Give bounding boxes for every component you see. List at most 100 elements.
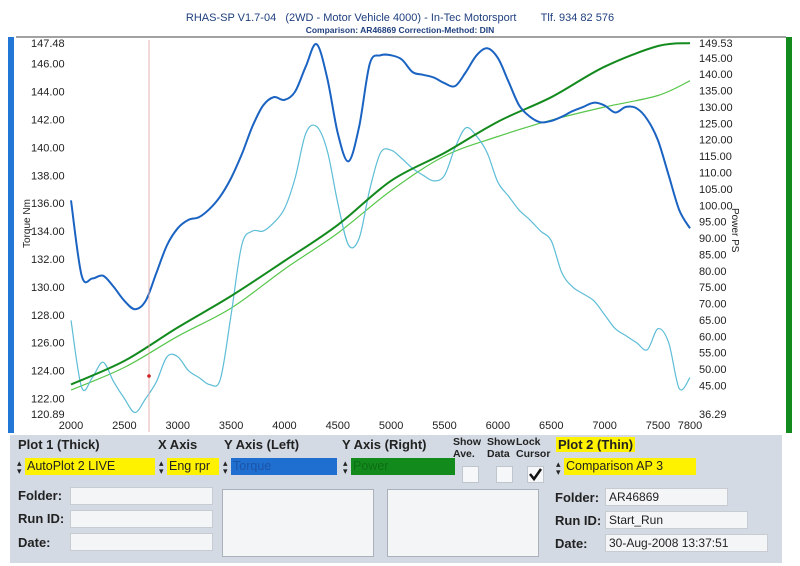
x-axis-select[interactable]: Eng rpr — [167, 458, 219, 475]
right-folder-field[interactable]: AR46869 — [605, 488, 728, 506]
x-tick-label: 5000 — [379, 420, 403, 432]
left-runid-field[interactable] — [70, 510, 213, 528]
y-right-tick-label: 115.00 — [699, 151, 732, 163]
y-right-tick-label: 135.00 — [699, 86, 733, 98]
x-tick-label: 4000 — [272, 420, 296, 432]
cursor-marker[interactable] — [147, 374, 151, 378]
y-axis-left-ticks: 147.48 146.00 144.00 142.00 140.00 138.00 136.… — [31, 38, 65, 421]
yright-spinner-icon[interactable]: ▴ ▾ — [343, 458, 348, 476]
x-tick-label: 5500 — [432, 420, 456, 432]
y-left-tick-label: 122.00 — [31, 394, 65, 406]
y-right-tick-label: 110.00 — [699, 168, 732, 180]
y-axis-left-label: Torque Nm — [22, 199, 33, 248]
x-tick-label: 3000 — [165, 420, 189, 432]
y-axis-left-heading: Y Axis (Left) — [224, 437, 300, 452]
plot1-select[interactable]: AutoPlot 2 LIVE — [25, 458, 155, 475]
plot1-spinner-icon[interactable]: ▴ ▾ — [17, 458, 22, 476]
y-left-tick-label: 147.48 — [31, 38, 65, 50]
y-right-tick-label: 60.00 — [699, 331, 727, 343]
y-right-tick-label: 55.00 — [699, 348, 727, 360]
x-tick-label: 4500 — [326, 420, 350, 432]
right-date-field[interactable]: 30-Aug-2008 13:37:51 — [605, 534, 768, 552]
y-right-tick-label: 120.00 — [699, 135, 733, 147]
y-axis-left-select[interactable]: Torque — [231, 458, 337, 475]
y-right-tick-label: 105.00 — [699, 184, 733, 196]
left-date-label: Date: — [18, 535, 51, 550]
x-tick-label: 6000 — [486, 420, 510, 432]
y-left-tick-label: 136.00 — [31, 198, 65, 210]
xaxis-spinner-icon[interactable]: ▴ ▾ — [159, 458, 164, 476]
right-date-label: Date: — [555, 536, 588, 551]
x-tick-label: 2000 — [59, 420, 83, 432]
y-right-tick-label: 90.00 — [699, 233, 727, 245]
y-left-tick-label: 130.00 — [31, 282, 65, 294]
y-right-tick-label: 75.00 — [699, 282, 727, 294]
y-right-tick-label: 149.53 — [699, 38, 733, 50]
x-axis-heading: X Axis — [158, 437, 198, 452]
torque-thin-series-line — [70, 124, 691, 414]
y-left-tick-label: 146.00 — [31, 59, 65, 71]
y-right-tick-label: 85.00 — [699, 249, 727, 261]
y-axis-right-select[interactable]: Power — [351, 458, 455, 475]
y-right-tick-label: 36.29 — [699, 409, 727, 421]
y-axis-right-label: Power PS — [729, 208, 740, 253]
plot2-spinner-icon[interactable]: ▴ ▾ — [556, 459, 561, 477]
plot1-notes-box[interactable] — [222, 489, 374, 557]
show-data-checkbox[interactable] — [496, 466, 513, 483]
left-runid-label: Run ID: — [18, 511, 65, 526]
x-tick-label: 3500 — [219, 420, 243, 432]
right-runid-label: Run ID: — [555, 513, 602, 528]
y-left-tick-label: 126.00 — [31, 338, 65, 350]
show-data-label: Show Data — [487, 436, 515, 460]
right-folder-label: Folder: — [555, 490, 600, 505]
y-right-tick-label: 80.00 — [699, 266, 727, 278]
plot2-notes-box[interactable] — [387, 489, 539, 557]
lock-cursor-checkbox[interactable] — [527, 466, 544, 483]
y-axis-right-heading: Y Axis (Right) — [342, 437, 427, 452]
x-tick-label: 7000 — [592, 420, 616, 432]
x-axis-ticks: 2000 2500 3000 3500 4000 4500 5000 5500 6000 6500… — [59, 420, 702, 432]
left-axis-color-bar — [8, 37, 14, 433]
comparison-subtitle: Comparison: AR46869 Correction-Method: D… — [305, 25, 495, 35]
y-right-tick-label: 125.00 — [699, 118, 733, 130]
y-right-tick-label: 50.00 — [699, 364, 727, 376]
plot2-select[interactable]: Comparison AP 3 — [564, 458, 696, 475]
y-left-tick-label: 124.00 — [31, 366, 65, 378]
plot1-heading: Plot 1 (Thick) — [18, 437, 100, 452]
y-left-tick-label: 120.89 — [31, 409, 65, 421]
y-right-tick-label: 140.00 — [699, 69, 733, 81]
plot2-heading: Plot 2 (Thin) — [556, 437, 636, 452]
y-right-tick-label: 65.00 — [699, 315, 727, 327]
checkmark-icon — [529, 468, 543, 482]
yleft-spinner-icon[interactable]: ▴ ▾ — [223, 458, 228, 476]
x-tick-label: 2500 — [112, 420, 136, 432]
y-left-tick-label: 132.00 — [31, 254, 65, 266]
dyno-chart[interactable]: 2000 2500 3000 3500 4000 4500 5000 5500 6000 6500… — [0, 0, 800, 435]
left-folder-label: Folder: — [18, 488, 63, 503]
y-right-tick-label: 100.00 — [699, 200, 733, 212]
y-left-tick-label: 134.00 — [31, 226, 65, 238]
y-axis-right-ticks: 149.53 145.00 140.00 135.00 130.00 125.00 120.… — [699, 38, 733, 421]
x-tick-label: 7500 — [646, 420, 670, 432]
y-left-tick-label: 138.00 — [31, 170, 65, 182]
y-left-tick-label: 140.00 — [31, 142, 65, 154]
y-right-tick-label: 95.00 — [699, 217, 727, 229]
right-runid-field[interactable]: Start_Run — [605, 511, 748, 529]
power-thick-series-line — [70, 42, 691, 386]
show-ave-checkbox[interactable] — [462, 466, 479, 483]
window-title: RHAS-SP V1.7-04 (2WD - Motor Vehicle 400… — [185, 12, 615, 24]
x-tick-label: 7800 — [678, 420, 702, 432]
y-right-tick-label: 130.00 — [699, 102, 733, 114]
right-axis-color-bar — [786, 37, 792, 433]
y-left-tick-label: 144.00 — [31, 87, 65, 99]
x-tick-label: 6500 — [539, 420, 563, 432]
torque-thick-series-line — [70, 43, 691, 311]
show-ave-label: Show Ave. — [453, 436, 481, 460]
y-left-tick-label: 128.00 — [31, 310, 65, 322]
left-folder-field[interactable] — [70, 487, 213, 505]
series-layer — [70, 42, 691, 414]
y-right-tick-label: 45.00 — [699, 380, 727, 392]
left-date-field[interactable] — [70, 533, 213, 551]
power-thin-series-line — [70, 80, 691, 391]
y-right-tick-label: 145.00 — [699, 53, 733, 65]
